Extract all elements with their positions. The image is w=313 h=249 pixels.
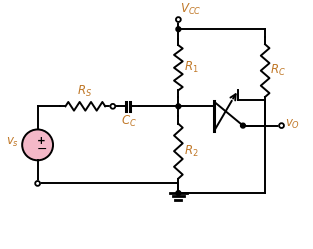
Circle shape <box>279 123 284 128</box>
Text: −: − <box>36 143 47 156</box>
Circle shape <box>176 104 181 109</box>
Circle shape <box>241 123 245 128</box>
Text: $R_1$: $R_1$ <box>184 60 199 75</box>
Circle shape <box>22 129 53 160</box>
Text: $R_C$: $R_C$ <box>270 63 286 78</box>
Circle shape <box>35 181 40 186</box>
Text: $v_O$: $v_O$ <box>285 118 300 131</box>
Text: $C_C$: $C_C$ <box>121 114 137 129</box>
Text: $V_{CC}$: $V_{CC}$ <box>180 1 202 17</box>
Text: $R_S$: $R_S$ <box>77 83 92 99</box>
Circle shape <box>176 191 181 195</box>
Text: +: + <box>37 136 46 146</box>
Circle shape <box>110 104 115 109</box>
Text: $R_2$: $R_2$ <box>184 144 199 159</box>
Circle shape <box>176 27 181 32</box>
Text: $v_s$: $v_s$ <box>6 136 19 149</box>
Circle shape <box>176 17 181 22</box>
